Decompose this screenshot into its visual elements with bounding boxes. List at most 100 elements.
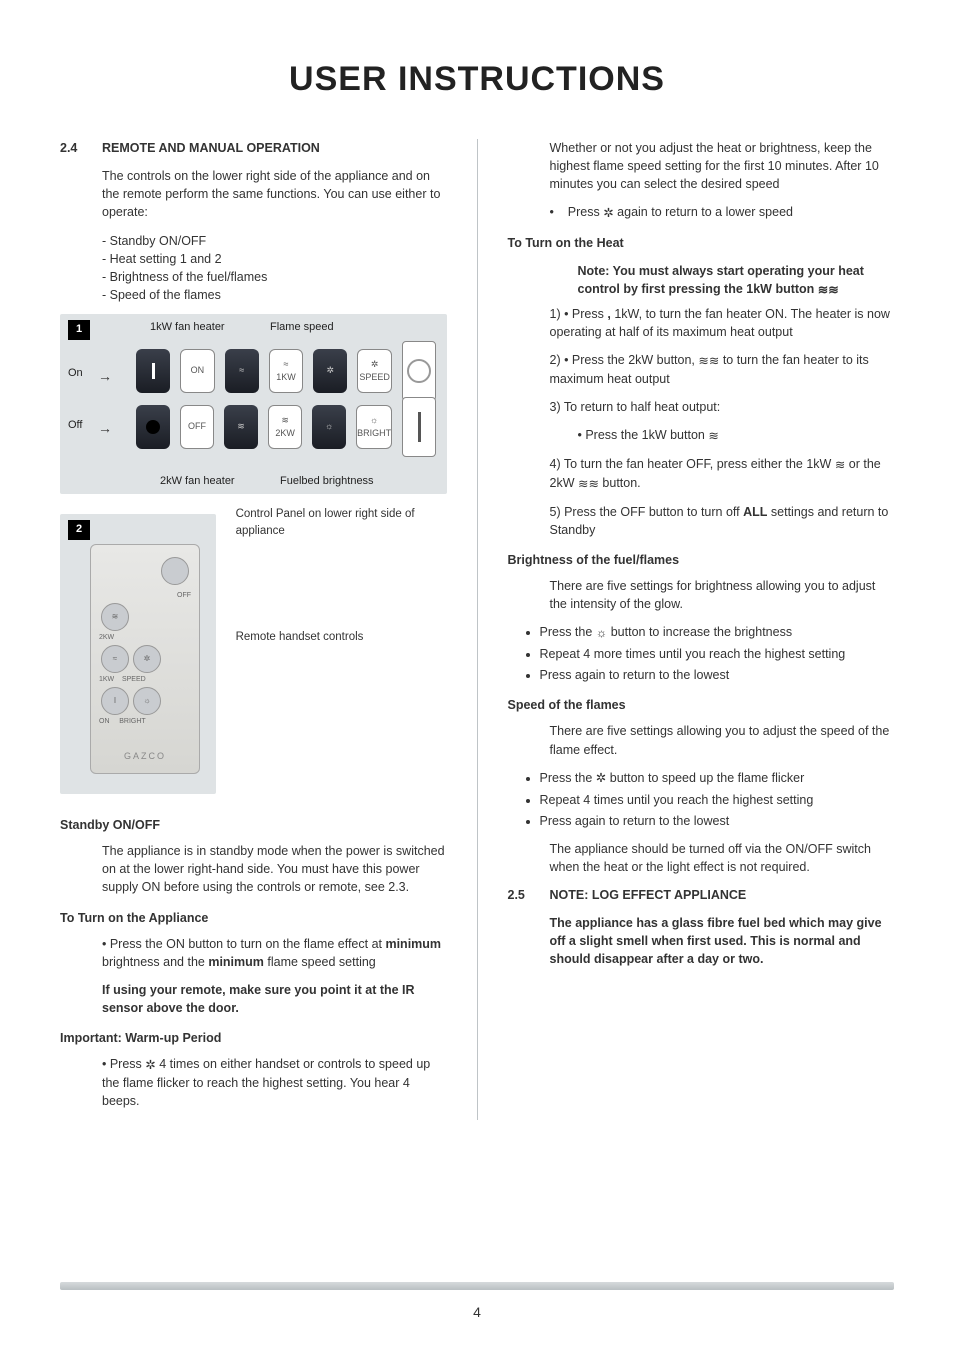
remote-label-off: OFF xyxy=(99,591,191,601)
warmup-continue: Whether or not you adjust the heat or br… xyxy=(550,139,895,193)
panel-btn-2kw: ≋ xyxy=(224,405,258,449)
fig2-caption-panel: Control Panel on lower right side of app… xyxy=(236,506,447,539)
figure-2-captions: Control Panel on lower right side of app… xyxy=(226,504,447,646)
panel-row-top: ON ≈ ≈1KW ✲ ✲SPEED xyxy=(136,348,437,394)
speed-list: Press the ✲ button to speed up the flame… xyxy=(540,769,895,830)
remote-label-on: ON xyxy=(99,718,110,725)
speed-heading: Speed of the flames xyxy=(508,696,895,714)
panel-btn-1kw: ≈ xyxy=(225,349,259,393)
brightness-paragraph: There are five settings for brightness a… xyxy=(550,577,895,613)
right-column: Whether or not you adjust the heat or br… xyxy=(508,139,895,1120)
list-item: Press again to return to the lowest xyxy=(540,666,895,684)
section-number: 2.5 xyxy=(508,886,536,904)
heat1-icon: ≋ xyxy=(835,456,845,474)
list-item: Press the ✲ button to speed up the flame… xyxy=(540,769,895,788)
fan-icon: ✲ xyxy=(596,769,606,787)
figure-2-wrap: 2 OFF ≋ 2KW ≈✲ 1KW SPEED I☼ ON BRIGHT GA… xyxy=(60,504,447,804)
arrow-icon: → xyxy=(98,418,112,438)
heat-step-1: 1) • Press , 1kW, to turn the fan heater… xyxy=(550,305,895,341)
list-item: Press again to return to the lowest xyxy=(540,812,895,830)
section-title: NOTE: LOG EFFECT APPLIANCE xyxy=(550,886,747,904)
ir-note: If using your remote, make sure you poin… xyxy=(102,981,447,1017)
remote-handset: OFF ≋ 2KW ≈✲ 1KW SPEED I☼ ON BRIGHT GAZC… xyxy=(90,544,200,774)
intro-paragraph: The controls on the lower right side of … xyxy=(102,167,447,221)
page-title: USER INSTRUCTIONS xyxy=(60,60,894,99)
panel-btn-bright-label: ☼BRIGHT xyxy=(356,405,392,449)
heat2-icon: ≋≋ xyxy=(698,352,719,370)
column-separator xyxy=(477,139,478,1120)
remote-btn-on: I xyxy=(101,687,129,715)
arrow-icon: → xyxy=(98,366,112,386)
ir-sensor xyxy=(402,341,437,401)
section-2-5-header: 2.5 NOTE: LOG EFFECT APPLIANCE xyxy=(508,886,895,904)
heat-step-3: 3) To return to half heat output: xyxy=(550,398,895,416)
list-item: Repeat 4 times until you reach the highe… xyxy=(540,791,895,809)
section-2-5-paragraph: The appliance has a glass fibre fuel bed… xyxy=(550,914,895,968)
remote-btn-off xyxy=(161,557,189,585)
fig1-label-2kw: 2kW fan heater xyxy=(160,474,235,490)
standby-heading: Standby ON/OFF xyxy=(60,816,447,834)
list-item: Press the ☼ button to increase the brigh… xyxy=(540,623,895,642)
panel-btn-1kw-label: ≈1KW xyxy=(269,349,304,393)
turn-on-heading: To Turn on the Appliance xyxy=(60,909,447,927)
fig2-caption-remote: Remote handset controls xyxy=(236,629,447,646)
turn-on-paragraph: • Press the ON button to turn on the fla… xyxy=(102,935,447,971)
section-2-4-header: 2.4 REMOTE AND MANUAL OPERATION xyxy=(60,139,447,157)
remote-label-speed: SPEED xyxy=(122,676,146,683)
standby-paragraph: The appliance is in standby mode when th… xyxy=(102,842,447,896)
remote-label-bright: BRIGHT xyxy=(119,718,145,725)
brightness-heading: Brightness of the fuel/flames xyxy=(508,551,895,569)
heat-heading: To Turn on the Heat xyxy=(508,234,895,252)
figure-number: 2 xyxy=(68,520,90,540)
section-title: REMOTE AND MANUAL OPERATION xyxy=(102,139,320,157)
remote-btn-1kw: ≈ xyxy=(101,645,129,673)
end-paragraph: The appliance should be turned off via t… xyxy=(550,840,895,876)
panel-btn-on xyxy=(136,349,170,393)
two-column-layout: 2.4 REMOTE AND MANUAL OPERATION The cont… xyxy=(60,139,894,1120)
warmup-paragraph: • Press ✲ 4 times on either handset or c… xyxy=(102,1055,447,1110)
panel-btn-off-label: OFF xyxy=(180,405,214,449)
panel-btn-speed: ✲ xyxy=(313,349,347,393)
brightness-list: Press the ☼ button to increase the brigh… xyxy=(540,623,895,684)
fan-icon: ✲ xyxy=(145,1056,155,1074)
remote-btn-speed: ✲ xyxy=(133,645,161,673)
list-item: Repeat 4 more times until you reach the … xyxy=(540,645,895,663)
panel-btn-on-label: ON xyxy=(180,349,215,393)
figure-number: 1 xyxy=(68,320,90,340)
figure-2-remote: 2 OFF ≋ 2KW ≈✲ 1KW SPEED I☼ ON BRIGHT GA… xyxy=(60,514,216,794)
panel-btn-speed-label: ✲SPEED xyxy=(357,349,392,393)
list-item: - Brightness of the fuel/flames xyxy=(102,268,447,286)
heat-step-3b: • Press the 1kW button ≋ xyxy=(578,426,895,445)
fan-icon: ✲ xyxy=(603,204,613,222)
heat1-icon: ≋ xyxy=(708,427,718,445)
panel-btn-bright: ☼ xyxy=(312,405,346,449)
figure-1-control-panel: 1 1kW fan heater Flame speed On Off → → … xyxy=(60,314,447,494)
remote-btn-bright: ☼ xyxy=(133,687,161,715)
heat-note: Note: You must always start operating yo… xyxy=(578,262,895,299)
speed-paragraph: There are five settings allowing you to … xyxy=(550,722,895,758)
fig1-label-on: On xyxy=(68,366,83,382)
fig1-label-off: Off xyxy=(68,418,82,434)
lower-speed: • Press ✲ again to return to a lower spe… xyxy=(550,203,895,222)
panel-btn-2kw-label: ≋2KW xyxy=(268,405,302,449)
heat-step-5: 5) Press the OFF button to turn off ALL … xyxy=(550,503,895,539)
section-number: 2.4 xyxy=(60,139,88,157)
feature-list: - Standby ON/OFF - Heat setting 1 and 2 … xyxy=(102,232,447,305)
remote-btn-2kw: ≋ xyxy=(101,603,129,631)
footer-bar xyxy=(60,1282,894,1290)
list-item: - Heat setting 1 and 2 xyxy=(102,250,447,268)
panel-btn-off xyxy=(136,405,170,449)
heat-step-2: 2) • Press the 2kW button, ≋≋ to turn th… xyxy=(550,351,895,388)
remote-brand: GAZCO xyxy=(91,750,199,763)
list-item: - Standby ON/OFF xyxy=(102,232,447,250)
page-number: 4 xyxy=(0,1304,954,1320)
warmup-heading: Important: Warm-up Period xyxy=(60,1029,447,1047)
ir-slot xyxy=(402,397,436,457)
heat-step-4: 4) To turn the fan heater OFF, press eit… xyxy=(550,455,895,493)
fig1-label-fuelbed: Fuelbed brightness xyxy=(280,474,374,490)
fig1-label-flamespeed: Flame speed xyxy=(270,320,334,336)
bright-icon: ☼ xyxy=(596,624,607,642)
heat2-icon: ≋≋ xyxy=(578,475,599,493)
remote-label-2kw: 2KW xyxy=(99,633,191,643)
heat-icon: ≋≋ xyxy=(818,281,839,299)
